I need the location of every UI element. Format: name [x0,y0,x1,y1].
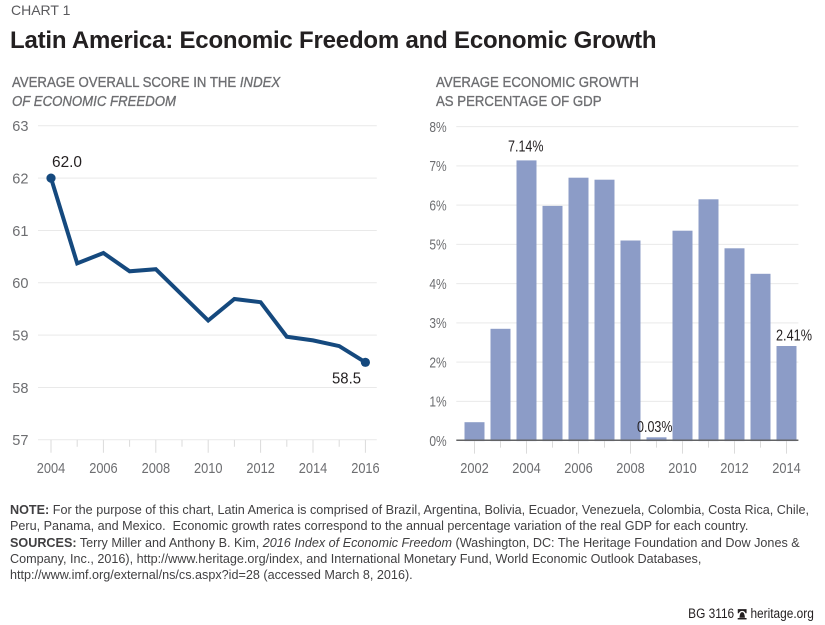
svg-text:2008: 2008 [616,460,645,477]
svg-text:2010: 2010 [194,460,223,477]
svg-text:2.41%: 2.41% [776,328,812,345]
svg-text:4%: 4% [429,276,446,293]
svg-text:59: 59 [12,327,28,344]
svg-text:8%: 8% [429,119,446,136]
svg-text:60: 60 [12,275,28,292]
svg-text:2006: 2006 [89,460,118,477]
svg-text:2008: 2008 [142,460,171,477]
svg-text:2004: 2004 [37,460,66,477]
svg-text:2010: 2010 [668,460,697,477]
svg-text:6%: 6% [429,197,446,214]
svg-text:2016: 2016 [351,460,380,477]
svg-text:5%: 5% [429,237,446,254]
svg-text:1%: 1% [429,394,446,411]
svg-text:2014: 2014 [299,460,328,477]
svg-text:7.14%: 7.14% [508,139,544,156]
svg-text:3%: 3% [429,315,446,332]
svg-text:0%: 0% [429,433,446,450]
svg-text:2012: 2012 [720,460,749,477]
svg-text:61: 61 [12,223,28,240]
svg-text:62.0: 62.0 [52,154,82,171]
svg-text:2002: 2002 [460,460,489,477]
svg-text:2%: 2% [429,354,446,371]
svg-text:58: 58 [12,380,28,397]
svg-text:2014: 2014 [772,460,801,477]
svg-text:57: 57 [12,432,28,449]
svg-text:2012: 2012 [246,460,275,477]
svg-text:2004: 2004 [512,460,541,477]
svg-text:58.5: 58.5 [332,371,361,388]
svg-text:62: 62 [12,170,28,187]
svg-text:2006: 2006 [564,460,593,477]
svg-text:63: 63 [12,118,28,135]
svg-text:0.03%: 0.03% [637,419,673,436]
svg-text:7%: 7% [429,158,446,175]
